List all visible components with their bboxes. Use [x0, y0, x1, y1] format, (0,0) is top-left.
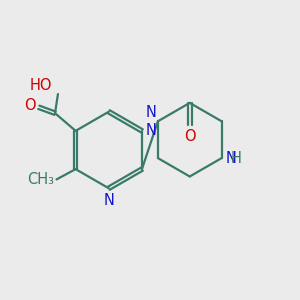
Text: O: O — [24, 98, 36, 113]
Text: N: N — [146, 105, 156, 120]
Text: H: H — [231, 151, 242, 166]
Text: HO: HO — [30, 78, 52, 93]
Text: CH₃: CH₃ — [27, 172, 54, 187]
Text: N: N — [103, 193, 114, 208]
Text: N: N — [146, 123, 156, 138]
Text: O: O — [184, 128, 196, 143]
Text: N: N — [225, 151, 236, 166]
